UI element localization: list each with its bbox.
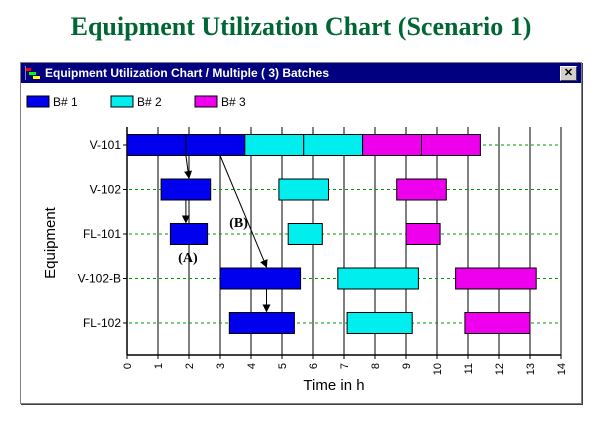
gantt-bar — [303, 134, 364, 156]
x-tick-label: 8 — [370, 363, 382, 369]
x-tick-label: 5 — [277, 363, 289, 369]
gantt-bar — [455, 267, 537, 290]
gantt-chart: B# 1 B# 2 B# 3 V-101 V-102 FL-101 V-102-B FL-10… — [26, 95, 568, 394]
x-tick-label: 11 — [463, 363, 475, 374]
x-tick-label: 6 — [308, 363, 320, 369]
legend-swatch — [26, 95, 50, 108]
chart-window: Equipment Utilization Chart / Multiple (… — [20, 62, 582, 404]
x-tick-label: 4 — [246, 363, 258, 369]
annotation-arrow — [184, 155, 193, 179]
close-icon: ✕ — [563, 67, 574, 79]
y-tick-label: V-101 — [90, 138, 122, 152]
x-tick-label: 12 — [494, 363, 506, 375]
gantt-bar — [396, 178, 447, 201]
gantt-bar — [278, 178, 329, 201]
annotation-label: (A) — [178, 251, 198, 266]
legend-swatch — [194, 95, 218, 108]
gantt-bar — [126, 134, 187, 156]
legend-label: B# 1 — [53, 95, 78, 109]
x-tick-label: 1 — [153, 363, 165, 369]
y-tick-label: V-102 — [90, 183, 122, 197]
y-tick-label: FL-102 — [83, 316, 121, 330]
x-axis-title: Time in h — [303, 377, 364, 394]
gantt-bar — [346, 312, 413, 334]
y-axis-title: Equipment — [42, 206, 59, 279]
gantt-bar — [185, 134, 246, 156]
window-title: Equipment Utilization Chart / Multiple (… — [45, 66, 330, 80]
annotation-arrow — [219, 155, 268, 268]
gantt-bar — [228, 312, 295, 334]
gantt-bar — [464, 312, 531, 334]
x-tick-label: 9 — [401, 363, 413, 369]
y-tick-label: V-102-B — [78, 272, 121, 286]
close-button[interactable]: ✕ — [560, 66, 577, 81]
gantt-bar — [219, 267, 302, 290]
gantt-bar — [160, 178, 212, 201]
gantt-bar — [421, 134, 481, 156]
gantt-bar — [169, 223, 209, 245]
gantt-bar — [244, 134, 305, 156]
x-tick-label: 10 — [432, 363, 444, 375]
chart-window-icon — [25, 66, 40, 80]
x-tick-label: 2 — [184, 363, 196, 369]
x-tick-label: 13 — [525, 363, 537, 375]
page-title: Equipment Utilization Chart (Scenario 1) — [70, 12, 532, 41]
legend-label: B# 2 — [137, 95, 162, 109]
gantt-bar — [405, 223, 441, 245]
legend-swatch — [110, 95, 134, 108]
gantt-bar — [287, 223, 323, 245]
legend-label: B# 3 — [221, 95, 246, 109]
x-tick-label: 0 — [122, 363, 134, 369]
x-tick-label: 3 — [215, 363, 227, 369]
gantt-bar — [337, 267, 419, 290]
gantt-bar — [362, 134, 423, 156]
x-tick-label: 14 — [556, 363, 568, 375]
window-titlebar[interactable]: Equipment Utilization Chart / Multiple (… — [21, 63, 581, 83]
x-tick-label: 7 — [339, 363, 351, 369]
annotation-label: (B) — [229, 216, 248, 231]
y-tick-label: FL-101 — [83, 227, 121, 241]
